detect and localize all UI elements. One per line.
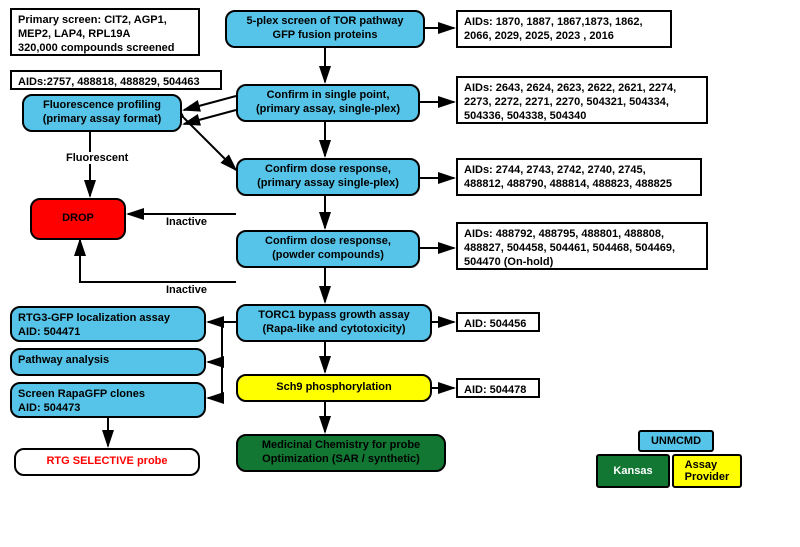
node-five_plex: 5-plex screen of TOR pathwayGFP fusion p… xyxy=(225,10,425,48)
legend-kansas: Kansas xyxy=(596,454,670,488)
node-aid_sch9: AID: 504478 xyxy=(456,378,540,398)
node-medchem: Medicinal Chemistry for probeOptimizatio… xyxy=(236,434,446,472)
edge-label-fluorescent: Fluorescent xyxy=(66,152,128,164)
edge-label-inactive1: Inactive xyxy=(166,216,207,228)
node-aids_dr2: AIDs: 488792, 488795, 488801, 488808,488… xyxy=(456,222,708,270)
node-pathway: Pathway analysis xyxy=(10,348,206,376)
node-aid_torc1: AID: 504456 xyxy=(456,312,540,332)
node-confirm_dr2: Confirm dose response,(powder compounds) xyxy=(236,230,420,268)
edge-label-inactive2: Inactive xyxy=(166,284,207,296)
node-drop: DROP xyxy=(30,198,126,240)
node-sch9: Sch9 phosphorylation xyxy=(236,374,432,402)
node-aids_fluor: AIDs:2757, 488818, 488829, 504463 xyxy=(10,70,222,90)
node-rapagfp: Screen RapaGFP clonesAID: 504473 xyxy=(10,382,206,418)
node-confirm_single: Confirm in single point,(primary assay, … xyxy=(236,84,420,122)
legend-assay: AssayProvider xyxy=(672,454,742,488)
legend-unmcmd: UNMCMD xyxy=(638,430,714,452)
node-aids_dr1: AIDs: 2744, 2743, 2742, 2740, 2745,48881… xyxy=(456,158,702,196)
node-rtg3: RTG3-GFP localization assayAID: 504471 xyxy=(10,306,206,342)
node-primary_screen: Primary screen: CIT2, AGP1,MEP2, LAP4, R… xyxy=(10,8,200,56)
node-aids_single: AIDs: 2643, 2624, 2623, 2622, 2621, 2274… xyxy=(456,76,708,124)
node-fluor_profiling: Fluorescence profiling(primary assay for… xyxy=(22,94,182,132)
node-torc1: TORC1 bypass growth assay(Rapa-like and … xyxy=(236,304,432,342)
node-confirm_dr1: Confirm dose response,(primary assay sin… xyxy=(236,158,420,196)
node-aids_top: AIDs: 1870, 1887, 1867,1873, 1862,2066, … xyxy=(456,10,672,48)
node-rtg_probe: RTG SELECTIVE probe xyxy=(14,448,200,476)
